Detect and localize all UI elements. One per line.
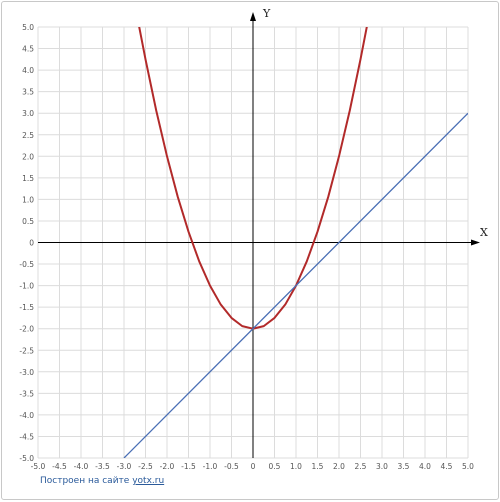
y-axis-label: Y	[262, 7, 271, 20]
x-tick-label: 3.0	[376, 462, 388, 471]
series-line-1	[123, 112, 468, 458]
x-tick-label: -3.0	[117, 462, 132, 471]
x-tick-label: -0.5	[224, 462, 239, 471]
tick-labels: -5.0 -4.5 -4.0 -3.5 -3.0 -2.5 -2.0 -1.5 -1.0 -0.5…	[19, 23, 474, 471]
y-tick-label: 2.0	[22, 152, 34, 161]
y-tick-label: -2.0	[19, 325, 34, 334]
y-tick-label: 0.5	[22, 217, 34, 226]
x-tick-label: 1.5	[312, 462, 324, 471]
credit-text: Построен на сайте	[40, 476, 130, 486]
y-tick-label: 2.5	[22, 131, 34, 140]
x-tick-label: 3.5	[398, 462, 410, 471]
x-tick-label: -4.0	[74, 462, 89, 471]
y-tick-label: 0	[29, 239, 34, 248]
x-tick-label: 4.5	[441, 462, 453, 471]
y-tick-label: 3.5	[22, 88, 34, 97]
x-tick-label: 5.0	[462, 462, 474, 471]
series-group	[123, 27, 468, 458]
credit: Построен на сайте yotx.ru	[40, 476, 164, 486]
y-axis-arrow	[250, 12, 256, 21]
y-tick-label: 3.0	[22, 109, 34, 118]
y-tick-label: -1.5	[19, 303, 34, 312]
y-tick-label: 4.0	[22, 66, 34, 75]
x-tick-label: -1.0	[203, 462, 218, 471]
x-tick-label: 2.5	[355, 462, 367, 471]
x-tick-label: 2.0	[333, 462, 345, 471]
x-tick-label: 4.0	[419, 462, 431, 471]
x-tick-label: -1.5	[181, 462, 196, 471]
x-tick-label: -2.5	[138, 462, 153, 471]
y-tick-label: -3.0	[19, 368, 34, 377]
y-tick-label: -4.5	[19, 432, 34, 441]
x-tick-label: -2.0	[160, 462, 175, 471]
y-tick-label: 4.5	[22, 45, 34, 54]
x-tick-label: 1.0	[290, 462, 302, 471]
y-tick-label: -4.0	[19, 411, 34, 420]
x-tick-label: 0	[251, 462, 256, 471]
x-tick-label: -5.0	[31, 462, 46, 471]
y-tick-label: -0.5	[19, 260, 34, 269]
y-tick-label: -2.5	[19, 346, 34, 355]
axes	[38, 12, 480, 458]
x-tick-label: 0.5	[269, 462, 281, 471]
x-axis-arrow	[471, 239, 480, 246]
x-tick-label: -4.5	[52, 462, 67, 471]
y-tick-label: -1.0	[19, 282, 34, 291]
y-tick-label: 1.0	[22, 195, 34, 204]
x-axis-label: X	[480, 226, 488, 239]
y-tick-label: 1.5	[22, 174, 34, 183]
y-tick-label: -5.0	[19, 454, 34, 463]
y-tick-label: 5.0	[22, 23, 34, 32]
y-tick-label: -3.5	[19, 389, 34, 398]
credit-link[interactable]: yotx.ru	[132, 476, 165, 486]
x-tick-label: -3.5	[95, 462, 110, 471]
